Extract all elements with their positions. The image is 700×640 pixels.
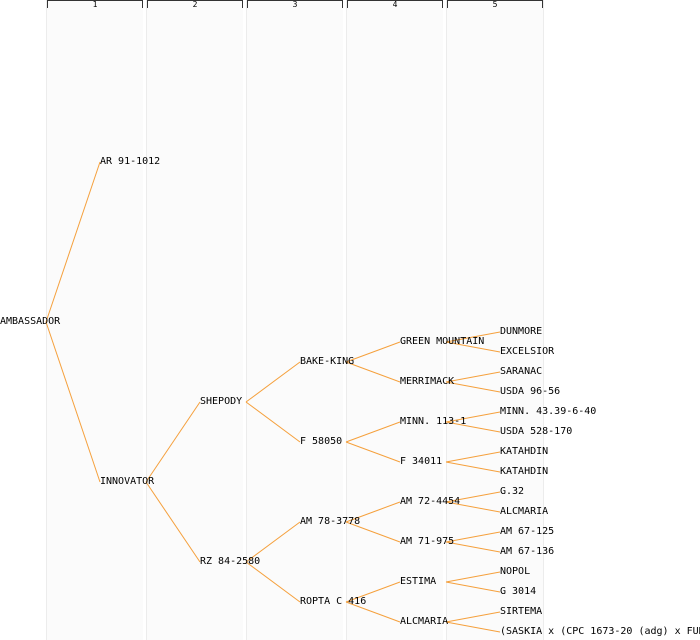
pedigree-node[interactable]: KATAHDIN [500, 466, 549, 477]
column-separator [246, 0, 247, 640]
pedigree-node[interactable]: G 3014 [500, 586, 537, 597]
pedigree-node[interactable]: ESTIMA [400, 576, 437, 587]
pedigree-edge [345, 601, 401, 623]
pedigree-edge [445, 611, 501, 623]
column-separator [146, 0, 147, 640]
pedigree-edge [445, 451, 501, 463]
pedigree-node[interactable]: DUNMORE [500, 326, 543, 337]
pedigree-node[interactable]: MERRIMACK [400, 376, 455, 387]
pedigree-edge [345, 441, 401, 463]
pedigree-node[interactable]: NOPOL [500, 566, 531, 577]
pedigree-node-root[interactable]: AMBASSADOR [0, 316, 61, 327]
pedigree-edge [445, 491, 501, 503]
pedigree-node[interactable]: F 58050 [300, 436, 343, 447]
pedigree-node[interactable]: AR 91-1012 [100, 156, 161, 167]
pedigree-edge [445, 371, 501, 383]
pedigree-edge [245, 361, 301, 403]
pedigree-edge [345, 361, 401, 383]
generation-header-5: 5 [447, 0, 543, 9]
pedigree-node[interactable]: RZ 84-2580 [200, 556, 261, 567]
pedigree-node[interactable]: EXCELSIOR [500, 346, 555, 357]
pedigree-edge [345, 581, 401, 603]
column-separator [543, 0, 544, 640]
pedigree-edge [45, 161, 101, 323]
pedigree-node[interactable]: SIRTEMA [500, 606, 543, 617]
generation-column-1-bg [47, 0, 143, 640]
column-separator [446, 0, 447, 640]
pedigree-node[interactable]: G.32 [500, 486, 525, 497]
pedigree-edge [245, 521, 301, 563]
generation-header-2: 2 [147, 0, 243, 9]
pedigree-edge [245, 401, 301, 443]
pedigree-node[interactable]: F 34011 [400, 456, 443, 467]
pedigree-node[interactable]: AM 78-3778 [300, 516, 361, 527]
pedigree-node[interactable]: AM 67-136 [500, 546, 555, 557]
pedigree-node[interactable]: SHEPODY [200, 396, 243, 407]
pedigree-node[interactable]: SARANAC [500, 366, 543, 377]
pedigree-node[interactable]: MINN. 43.39-6-40 [500, 406, 597, 417]
pedigree-edge [145, 401, 201, 483]
pedigree-edge [345, 501, 401, 523]
pedigree-edge [345, 521, 401, 543]
pedigree-edge [445, 531, 501, 543]
pedigree-node[interactable]: BAKE-KING [300, 356, 355, 367]
generation-column-4-bg [347, 0, 443, 640]
pedigree-node[interactable]: KATAHDIN [500, 446, 549, 457]
pedigree-edge [445, 581, 501, 593]
pedigree-node[interactable]: USDA 96-56 [500, 386, 561, 397]
pedigree-edge [445, 461, 501, 473]
pedigree-edge [445, 621, 501, 633]
generation-column-3-bg [247, 0, 343, 640]
pedigree-edge [345, 421, 401, 443]
pedigree-node[interactable]: AM 67-125 [500, 526, 555, 537]
pedigree-node[interactable]: AM 71-975 [400, 536, 455, 547]
pedigree-edge [445, 541, 501, 553]
pedigree-node[interactable]: ROPTA C 416 [300, 596, 367, 607]
pedigree-edge [445, 501, 501, 513]
pedigree-edge [445, 331, 501, 343]
pedigree-edge [345, 341, 401, 363]
generation-column-2-bg [147, 0, 243, 640]
pedigree-node[interactable]: ALCMARIA [500, 506, 549, 517]
pedigree-node[interactable]: GREEN MOUNTAIN [400, 336, 485, 347]
generation-header-1: 1 [47, 0, 143, 9]
pedigree-edge [45, 321, 101, 483]
pedigree-edge [445, 411, 501, 423]
pedigree-node[interactable]: MINN. 113-1 [400, 416, 467, 427]
column-separator [346, 0, 347, 640]
pedigree-edge [445, 421, 501, 433]
pedigree-edge [145, 481, 201, 563]
pedigree-edge [245, 561, 301, 603]
pedigree-node[interactable]: INNOVATOR [100, 476, 155, 487]
generation-header-4: 4 [347, 0, 443, 9]
pedigree-edge [445, 381, 501, 393]
pedigree-node[interactable]: USDA 528-170 [500, 426, 573, 437]
pedigree-edge [445, 341, 501, 353]
pedigree-edge [445, 571, 501, 583]
pedigree-node[interactable]: AM 72-4454 [400, 496, 461, 507]
pedigree-node[interactable]: (SASKIA x (CPC 1673-20 (adg) x FUR [500, 626, 700, 637]
generation-header-3: 3 [247, 0, 343, 9]
pedigree-node[interactable]: ALCMARIA [400, 616, 449, 627]
